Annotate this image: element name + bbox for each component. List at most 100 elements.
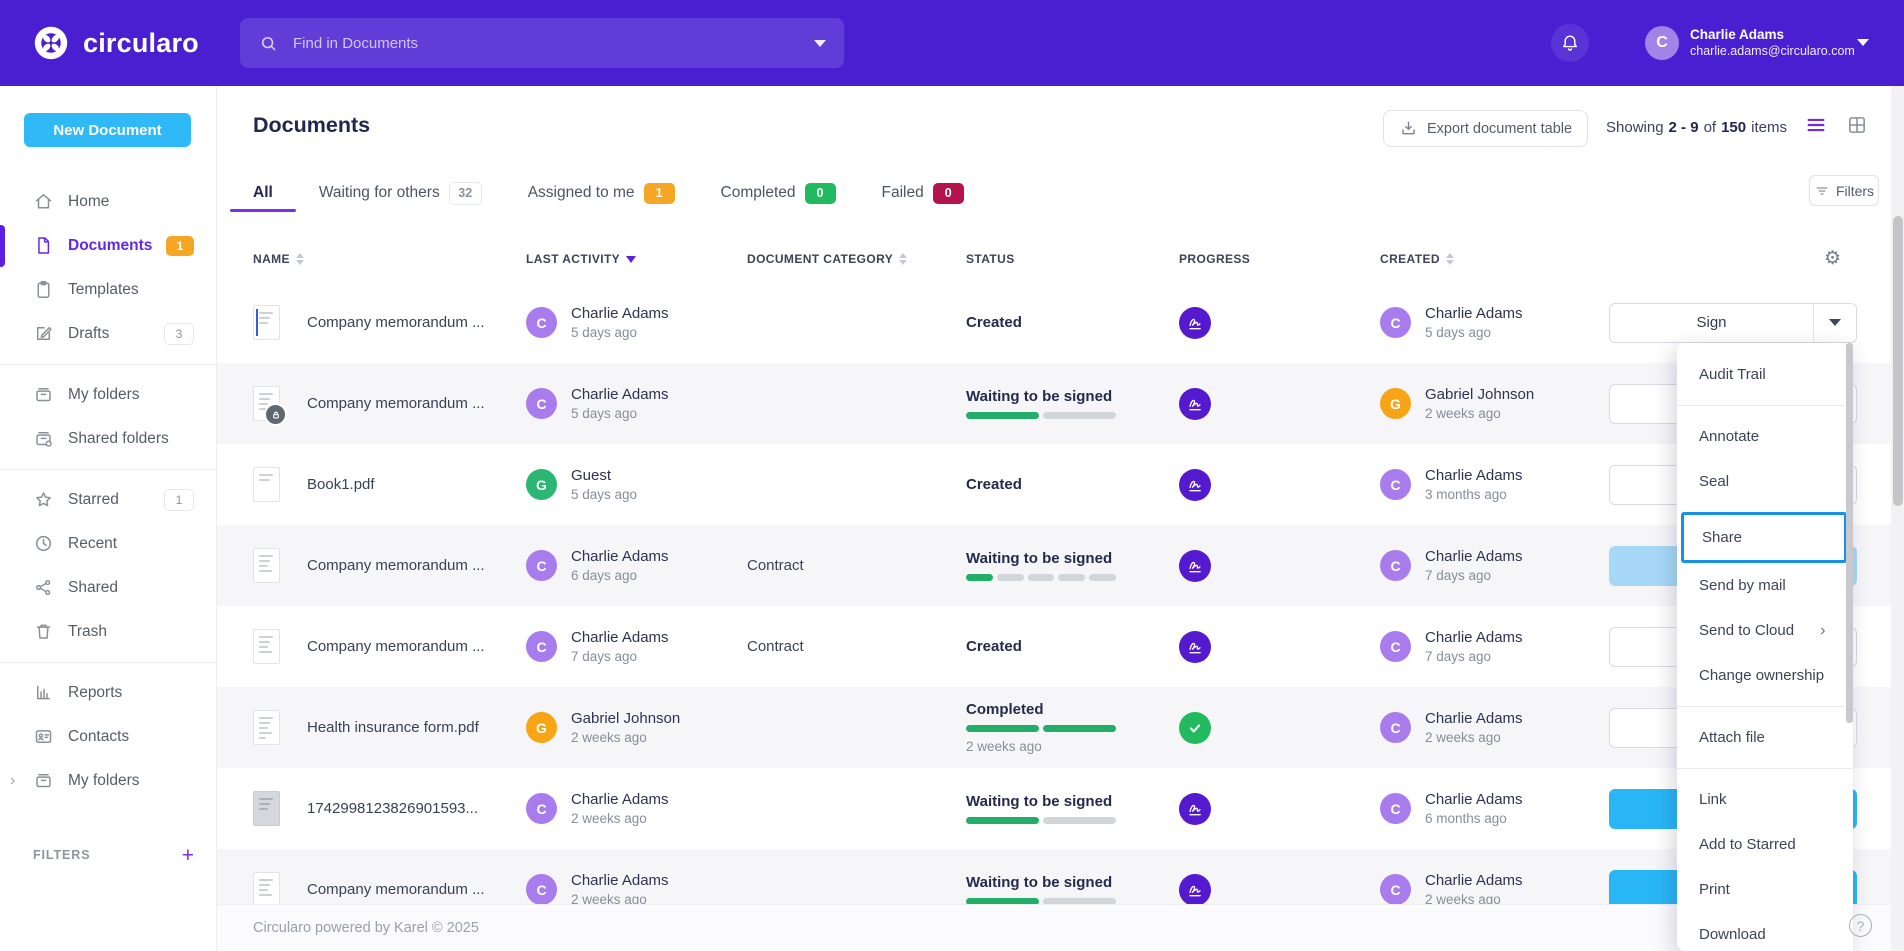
row-actions-caret-icon[interactable]: [1814, 319, 1856, 326]
footer: Circularo powered by Karel © 2025: [216, 904, 1891, 951]
activity-user-name: Charlie Adams: [571, 547, 669, 565]
created-cell: C Charlie Adams 7 days ago: [1380, 525, 1605, 606]
column-settings-gear-icon[interactable]: ⚙: [1824, 248, 1842, 269]
grid-view-icon[interactable]: [1846, 114, 1868, 136]
sidebar-item-starred[interactable]: Starred 1: [0, 478, 216, 522]
created-user-name: Charlie Adams: [1425, 547, 1523, 565]
sidebar-item-label: Shared: [68, 579, 118, 596]
column-header-document-category[interactable]: Document category: [747, 244, 908, 274]
chevron-right-icon[interactable]: ›: [10, 772, 16, 789]
document-name: Company memorandum ...: [307, 881, 485, 898]
sidebar-item-reports[interactable]: Reports: [0, 671, 216, 715]
table-row[interactable]: Health insurance form.pdf G Gabriel Johns…: [216, 687, 1891, 768]
status-label: Created: [966, 314, 1022, 331]
column-header-name[interactable]: Name: [253, 244, 304, 274]
menu-item-attach-file[interactable]: Attach file: [1677, 715, 1853, 760]
sidebar-item-contacts[interactable]: Contacts: [0, 715, 216, 759]
sidebar-item-shared-folders[interactable]: Shared folders: [0, 417, 216, 461]
search-scope-caret-icon[interactable]: [814, 39, 826, 47]
tab-waiting-for-others[interactable]: Waiting for others 32: [319, 181, 482, 205]
sidebar-item-drafts[interactable]: Drafts 3: [0, 312, 216, 356]
export-document-table-button[interactable]: Export document table: [1383, 110, 1588, 147]
tab-all[interactable]: All: [230, 184, 296, 212]
signature-progress-icon[interactable]: [1179, 792, 1211, 825]
signature-progress-icon[interactable]: [1179, 630, 1211, 663]
created-time: 7 days ago: [1425, 648, 1492, 664]
created-user-name: Charlie Adams: [1425, 466, 1523, 484]
sidebar-item-templates[interactable]: Templates: [0, 268, 216, 312]
sidebar-item-home[interactable]: Home: [0, 180, 216, 224]
menu-item-label: Change ownership: [1699, 667, 1825, 684]
activity-time: 7 days ago: [571, 648, 638, 664]
created-cell: G Gabriel Johnson 2 weeks ago: [1380, 363, 1605, 444]
signature-progress-icon[interactable]: [1179, 549, 1211, 582]
notifications-button[interactable]: [1551, 24, 1589, 62]
tab-badge: 32: [448, 181, 482, 205]
status-cell: Waiting to be signed: [966, 768, 1141, 849]
menu-item-send-by-mail[interactable]: Send by mail: [1677, 563, 1853, 608]
user-avatar[interactable]: C: [1645, 26, 1679, 60]
completed-check-icon[interactable]: [1179, 711, 1211, 744]
sidebar-item-trash[interactable]: Trash: [0, 610, 216, 654]
menu-item-send-to-cloud[interactable]: Send to Cloud ›: [1677, 608, 1853, 653]
menu-item-audit-trail[interactable]: Audit Trail: [1677, 352, 1853, 397]
sidebar-item-shared[interactable]: Shared: [0, 566, 216, 610]
column-header-progress: Progress: [1179, 252, 1251, 266]
sidebar-item-my-folders[interactable]: › My folders: [0, 759, 216, 803]
created-avatar: C: [1380, 307, 1411, 338]
created-user-name: Gabriel Johnson: [1425, 385, 1535, 403]
menu-divider: [1677, 768, 1853, 769]
sidebar-item-documents[interactable]: Documents 1: [0, 224, 216, 268]
app-logo[interactable]: circularo: [30, 22, 199, 64]
activity-user-name: Gabriel Johnson: [571, 709, 681, 727]
signature-progress-icon[interactable]: [1179, 387, 1211, 420]
menu-item-print[interactable]: Print: [1677, 867, 1853, 912]
footer-text: Circularo powered by Karel © 2025: [253, 920, 479, 936]
user-menu[interactable]: Charlie Adams charlie.adams@circularo.co…: [1690, 26, 1855, 59]
menu-item-share[interactable]: Share: [1684, 515, 1844, 560]
search-input[interactable]: Find in Documents: [240, 18, 844, 68]
sidebar-item-recent[interactable]: Recent: [0, 522, 216, 566]
signature-progress-icon[interactable]: [1179, 306, 1211, 339]
tab-assigned-to-me[interactable]: Assigned to me 1: [528, 182, 675, 204]
signature-progress-icon[interactable]: [1179, 873, 1211, 906]
tab-badge: 0: [804, 182, 836, 204]
sidebar-item-label: Shared folders: [68, 430, 169, 447]
menu-item-label: Seal: [1699, 473, 1730, 490]
tab-failed[interactable]: Failed 0: [882, 182, 964, 204]
page-title: Documents: [253, 113, 371, 137]
document-name: Company memorandum ...: [307, 395, 485, 412]
list-view-icon[interactable]: [1805, 114, 1827, 136]
menu-item-seal[interactable]: Seal: [1677, 459, 1853, 504]
document-category-cell: [747, 363, 952, 444]
activity-time: 2 weeks ago: [571, 891, 647, 907]
table-row[interactable]: Book1.pdf G Guest 5 days ago Created C Ch…: [216, 444, 1891, 525]
table-header: ⚙ Name Last activity Document category Stat…: [216, 244, 1891, 274]
column-header-created[interactable]: Created: [1380, 244, 1454, 274]
new-document-button[interactable]: New Document: [24, 113, 191, 147]
table-row[interactable]: Company memorandum ... C Charlie Adams 5 …: [216, 282, 1891, 363]
table-row[interactable]: 1742998123826901593... C Charlie Adams 2 …: [216, 768, 1891, 849]
menu-scrollbar-thumb[interactable]: [1846, 343, 1853, 723]
menu-item-download[interactable]: Download: [1677, 912, 1853, 951]
scrollbar-thumb[interactable]: [1892, 216, 1903, 506]
activity-avatar: C: [526, 307, 557, 338]
help-button[interactable]: ?: [1849, 914, 1872, 937]
column-header-last-activity[interactable]: Last activity: [526, 244, 637, 274]
row-sign-button[interactable]: Sign: [1609, 302, 1857, 343]
table-row[interactable]: Company memorandum ... C Charlie Adams 6 …: [216, 525, 1891, 606]
menu-item-add-to-starred[interactable]: Add to Starred: [1677, 822, 1853, 867]
sidebar-item-my-folders[interactable]: My folders: [0, 373, 216, 417]
table-row[interactable]: Company memorandum ... C Charlie Adams 5 …: [216, 363, 1891, 444]
add-filter-icon[interactable]: +: [181, 843, 194, 867]
tab-completed[interactable]: Completed 0: [721, 182, 836, 204]
menu-item-annotate[interactable]: Annotate: [1677, 414, 1853, 459]
activity-time: 5 days ago: [571, 405, 638, 421]
filters-button[interactable]: Filters: [1809, 175, 1879, 206]
menu-item-change-ownership[interactable]: Change ownership: [1677, 653, 1853, 698]
created-cell: C Charlie Adams 2 weeks ago: [1380, 849, 1605, 930]
signature-progress-icon[interactable]: [1179, 468, 1211, 501]
menu-item-link[interactable]: Link: [1677, 777, 1853, 822]
user-menu-caret-icon[interactable]: [1857, 39, 1869, 46]
table-row[interactable]: Company memorandum ... C Charlie Adams 7 …: [216, 606, 1891, 687]
